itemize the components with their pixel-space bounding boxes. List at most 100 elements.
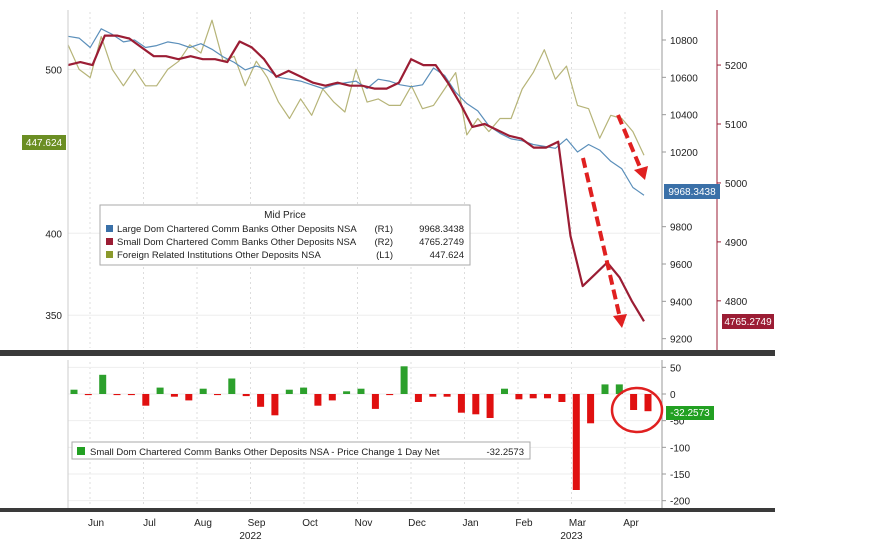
bottom-legend: Small Dom Chartered Comm Banks Other Dep… [71,441,531,460]
series-foreign-institutions [67,19,645,156]
change-bar [257,394,265,407]
bottom-tick-label: 0 [670,390,676,401]
x-month-label: Jul [143,518,156,529]
legend-label-large: Large Dom Chartered Comm Banks Other Dep… [117,224,357,235]
right2-tick-label: 4800 [725,297,748,308]
top-panel-series [67,19,645,322]
change-bar [501,388,508,394]
drop-arrows [581,114,644,319]
arrowhead-small-banks [613,314,627,328]
right2-tick-label: 5100 [725,120,748,131]
change-bar [84,394,92,396]
right2-tick-label: 5000 [725,179,748,190]
change-bar [271,394,279,416]
change-bar [99,374,107,394]
change-bar [357,388,365,394]
legend-label-small: Small Dom Chartered Comm Banks Other Dep… [117,237,357,248]
change-bar [328,394,336,401]
change-bar [572,394,580,490]
change-bar [386,394,394,396]
right2-last-value-badge: 4765.2749 [722,314,774,329]
legend-value-foreign: 447.624 [430,250,464,261]
x-month-label: Dec [408,518,426,529]
right1-tick-label: 10400 [670,111,698,122]
change-bar [228,378,236,394]
legend-axis-large: (R1) [375,224,393,235]
bottom-separator [0,508,775,512]
right1-tick-label: 9400 [670,297,693,308]
change-bar [486,394,494,418]
x-month-label: Sep [248,518,266,529]
change-bar [142,394,150,406]
bottom-tick-label: -50 [670,417,685,428]
x-axis-labels: Jun Jul Aug Sep Oct Nov Dec Jan Feb Mar Apr [88,518,640,529]
change-bar [127,394,135,396]
change-bar [199,388,207,394]
change-bar [429,394,437,397]
legend-swatch-small [106,238,113,245]
legend-swatch-foreign [106,251,113,258]
bottom-last-value: -32.2573 [670,408,710,419]
change-bar [457,394,465,413]
left-tick-label: 400 [45,229,62,240]
right1-last-value-badge: 9968.3438 [664,184,720,199]
x-month-label: Nov [355,518,373,529]
legend-swatch-large [106,225,113,232]
bottom-tick-label: 50 [670,363,682,374]
change-bar [170,394,178,397]
recent-bars-highlight [610,386,664,434]
change-bar [185,394,193,401]
left-last-value-badge: 447.624 [22,135,66,150]
change-bar [343,391,351,394]
change-bar [587,394,595,424]
change-bar [443,394,451,397]
arrowhead-large-banks [634,166,648,180]
x-year-label: 2023 [560,531,583,542]
bottom-legend-swatch [77,447,85,455]
legend-value-small: 4765.2749 [419,237,464,248]
change-bar [156,387,164,394]
change-bar [300,387,308,394]
x-month-label: Apr [623,518,639,529]
x-axis-year-labels: 2022 2023 [239,531,583,542]
change-bar [242,394,250,397]
change-bar [285,389,293,394]
legend-title: Mid Price [264,210,306,221]
change-bar [615,384,623,394]
x-month-label: Jan [462,518,478,529]
x-month-label: Jun [88,518,104,529]
right2-axis-ticks: 5200 5100 5000 4900 4800 [717,61,748,308]
bottom-last-value-badge: -32.2573 [666,406,714,420]
bottom-tick-label: -100 [670,443,690,454]
series-large-banks [67,28,645,196]
legend-label-foreign: Foreign Related Institutions Other Depos… [117,250,321,261]
change-bar [544,394,551,399]
right2-last-value: 4765.2749 [724,317,772,328]
change-bar [400,366,408,394]
change-bar [644,394,652,412]
series-small-banks [67,34,645,322]
panel-separator [0,350,775,356]
left-tick-label: 350 [45,311,62,322]
right1-tick-label: 10800 [670,36,698,47]
bottom-panel-bars [70,366,652,490]
x-month-label: Aug [194,518,212,529]
left-tick-label: 500 [45,65,62,76]
right1-tick-label: 9800 [670,223,693,234]
legend-axis-foreign: (L1) [376,250,393,261]
right1-last-value: 9968.3438 [668,187,716,198]
x-year-label: 2022 [239,531,262,542]
change-bar [515,394,523,400]
right1-tick-label: 10600 [670,73,698,84]
right2-tick-label: 4900 [725,238,748,249]
right1-tick-label: 10200 [670,148,698,159]
change-bar [70,389,78,394]
right2-tick-label: 5200 [725,61,748,72]
right1-tick-label: 9200 [670,335,693,346]
change-bar [113,394,121,396]
change-bar [371,394,379,409]
arrow-large-banks [616,114,644,173]
legend-axis-small: (R2) [375,237,393,248]
right1-tick-label: 9600 [670,260,693,271]
